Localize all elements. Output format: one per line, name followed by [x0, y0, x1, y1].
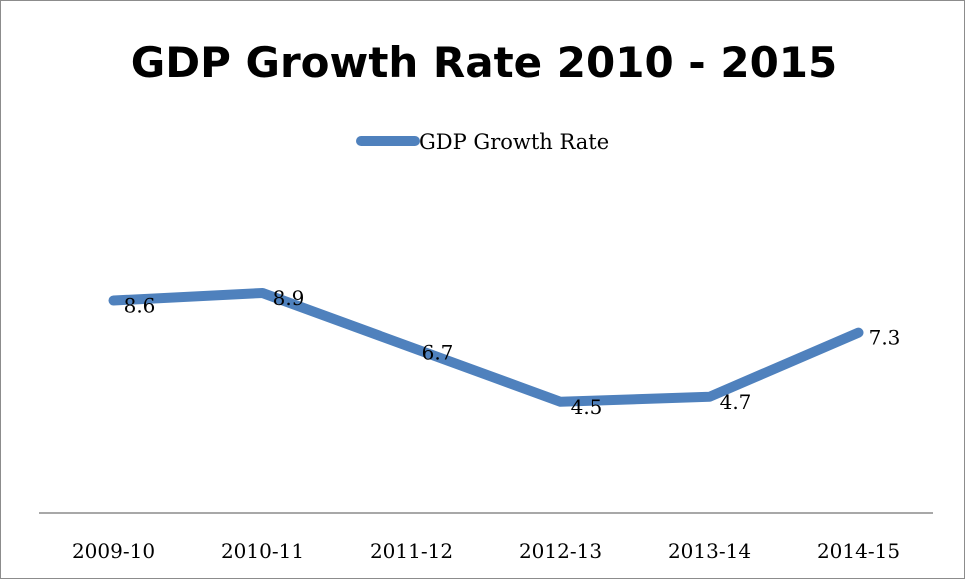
- x-tick-label: 2010-11: [221, 539, 304, 563]
- data-label: 4.7: [720, 390, 752, 414]
- x-tick-label: 2011-12: [370, 539, 453, 563]
- x-tick-label: 2009-10: [72, 539, 155, 563]
- data-label: 8.6: [124, 293, 156, 317]
- legend-label: GDP Growth Rate: [419, 130, 609, 154]
- data-labels: 8.6 8.9 6.7 4.5 4.7 7.3: [124, 286, 901, 419]
- x-tick-label: 2012-13: [519, 539, 602, 563]
- x-axis-ticks: 2009-10 2010-11 2011-12 2012-13 2013-14 2014-…: [72, 539, 900, 563]
- series-lines: [108, 288, 864, 407]
- data-label: 8.9: [273, 286, 305, 310]
- data-label: 6.7: [422, 340, 454, 364]
- data-label: 4.5: [571, 395, 603, 419]
- x-tick-label: 2013-14: [668, 539, 751, 563]
- x-tick-label: 2014-15: [817, 539, 900, 563]
- legend: GDP Growth Rate: [356, 130, 609, 154]
- chart-title: GDP Growth Rate 2010 - 2015: [131, 38, 838, 87]
- data-label: 7.3: [869, 326, 901, 350]
- series-line: [108, 288, 864, 407]
